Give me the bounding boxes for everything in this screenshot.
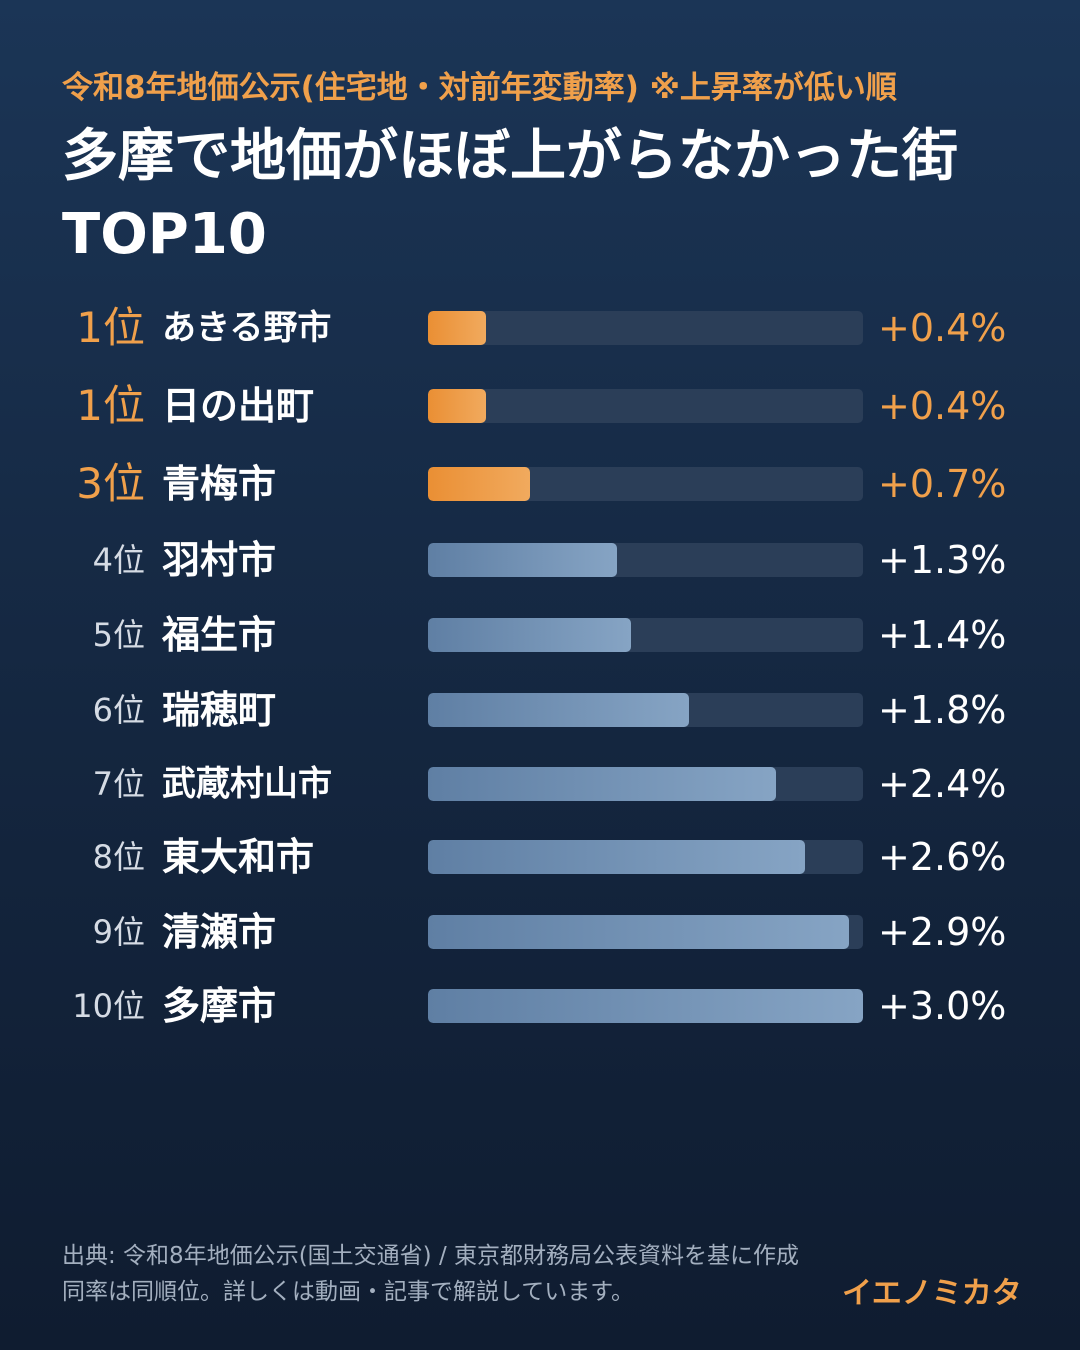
rank-label: 4位 [92,541,145,579]
city-label: 青梅市 [162,462,277,506]
city-label: 東大和市 [162,835,315,879]
bar [428,467,530,501]
bar-track [428,767,863,801]
chart-row: 3位 青梅市 +0.7% [0,454,1080,514]
chart-row: 8位 東大和市 +2.6% [0,827,1080,887]
chart-row: 9位 清瀬市 +2.9% [0,902,1080,962]
value-label: +1.3% [878,538,1007,582]
page-title: 多摩で地価がほぼ上がらなかった街TOP10 [62,124,958,267]
bar-track [428,693,863,727]
bar [428,618,631,652]
city-label: 多摩市 [162,984,277,1028]
bar [428,767,776,801]
value-label: +0.4% [878,306,1007,350]
bar-track [428,989,863,1023]
bar-track [428,840,863,874]
bar [428,543,617,577]
bar [428,840,805,874]
bar-track [428,618,863,652]
city-label: あきる野市 [162,308,332,348]
chart-row: 1位 日の出町 +0.4% [0,376,1080,436]
tie-note: 同率は同順位。詳しくは動画・記事で解説しています。 [62,1279,635,1305]
subtitle: 令和8年地価公示(住宅地・対前年変動率) ※上昇率が低い順 [62,70,897,106]
value-label: +2.6% [878,835,1007,879]
bar-track [428,467,863,501]
city-label: 武蔵村山市 [162,764,332,804]
bar-track [428,915,863,949]
chart-row: 7位 武蔵村山市 +2.4% [0,754,1080,814]
chart-row: 1位 あきる野市 +0.4% [0,298,1080,358]
bar [428,989,863,1023]
footer: 出典: 令和8年地価公示(国土交通省) / 東京都財務局公表資料を基に作成 同率… [62,1238,799,1310]
value-label: +2.9% [878,910,1007,954]
city-label: 羽村市 [162,538,277,582]
rank-label: 5位 [92,616,145,654]
rank-label: 10位 [72,987,145,1025]
ranking-chart: 1位 あきる野市 +0.4% 1位 日の出町 +0.4% 3位 青梅市 +0.7% 4位 羽村市 +1… [0,298,1080,1036]
city-label: 日の出町 [162,384,315,428]
source-note: 出典: 令和8年地価公示(国土交通省) / 東京都財務局公表資料を基に作成 [62,1243,800,1269]
rank-label: 6位 [92,691,145,729]
bar [428,915,849,949]
bar-track [428,543,863,577]
chart-row: 5位 福生市 +1.4% [0,605,1080,665]
city-label: 清瀬市 [162,910,277,954]
bar [428,389,486,423]
rank-label: 1位 [76,381,145,430]
brand-logo: イエノミカタ [842,1276,1022,1311]
rank-label: 8位 [92,838,145,876]
rank-label: 9位 [92,913,145,951]
rank-label: 7位 [92,765,145,803]
bar [428,311,486,345]
value-label: +3.0% [878,984,1007,1028]
bar [428,693,689,727]
bar-track [428,311,863,345]
value-label: +1.4% [878,613,1007,657]
city-label: 瑞穂町 [162,688,277,732]
chart-row: 6位 瑞穂町 +1.8% [0,680,1080,740]
city-label: 福生市 [162,613,277,657]
value-label: +0.4% [878,384,1007,428]
rank-label: 3位 [76,459,145,508]
rank-label: 1位 [76,303,145,352]
bar-track [428,389,863,423]
chart-row: 10位 多摩市 +3.0% [0,976,1080,1036]
value-label: +2.4% [878,762,1007,806]
chart-row: 4位 羽村市 +1.3% [0,530,1080,590]
value-label: +0.7% [878,462,1007,506]
value-label: +1.8% [878,688,1007,732]
